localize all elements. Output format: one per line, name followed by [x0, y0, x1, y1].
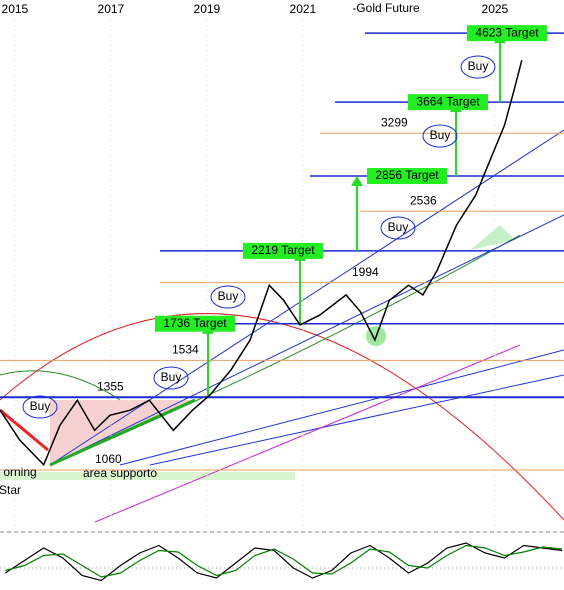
target-label: 3664 Target [416, 94, 480, 108]
buy-oval [22, 395, 58, 419]
annotation: Buy [430, 128, 451, 142]
target-arrow-head [351, 176, 363, 187]
annotation: Buy [468, 59, 489, 73]
target-label: 4623 Target [475, 25, 539, 39]
annotation: Star [0, 483, 21, 497]
level-label: 2536 [410, 193, 437, 207]
annotation: Buy [161, 370, 182, 384]
annotation: orning [3, 465, 36, 479]
buy-oval [380, 216, 416, 240]
x-tick-label: 2017 [98, 2, 125, 16]
buy-oval [153, 366, 189, 390]
target-box [243, 242, 323, 259]
price-line [0, 60, 523, 467]
target-label: 2219 Target [251, 243, 315, 257]
buy-oval [210, 285, 246, 309]
buy-oval [422, 124, 458, 148]
level-label: 1060 [95, 452, 122, 466]
level-label: 1534 [172, 343, 199, 357]
level-label: 1355 [97, 379, 124, 393]
annotation: Buy [218, 289, 239, 303]
buy-oval [460, 55, 496, 79]
x-tick-label: 2019 [194, 2, 221, 16]
oscillator-line [4, 542, 563, 582]
chart-title: -Gold Future [352, 1, 420, 15]
target-box [408, 94, 488, 111]
level-label: 1994 [352, 265, 379, 279]
target-box [367, 168, 447, 185]
x-tick-label: 2015 [2, 2, 29, 16]
target-label: 2856 Target [375, 168, 439, 182]
decoration [0, 129, 564, 569]
target-box [155, 315, 235, 332]
x-tick-label: 2025 [482, 2, 509, 16]
level-label: 3299 [381, 115, 408, 129]
x-tick-label: 2021 [290, 2, 317, 16]
annotation: Buy [30, 399, 51, 413]
annotation: area supporto [83, 466, 157, 480]
target-label: 1736 Target [163, 316, 227, 330]
oscillator-line [5, 544, 563, 578]
target-box [467, 25, 547, 42]
annotation: Buy [388, 220, 409, 234]
